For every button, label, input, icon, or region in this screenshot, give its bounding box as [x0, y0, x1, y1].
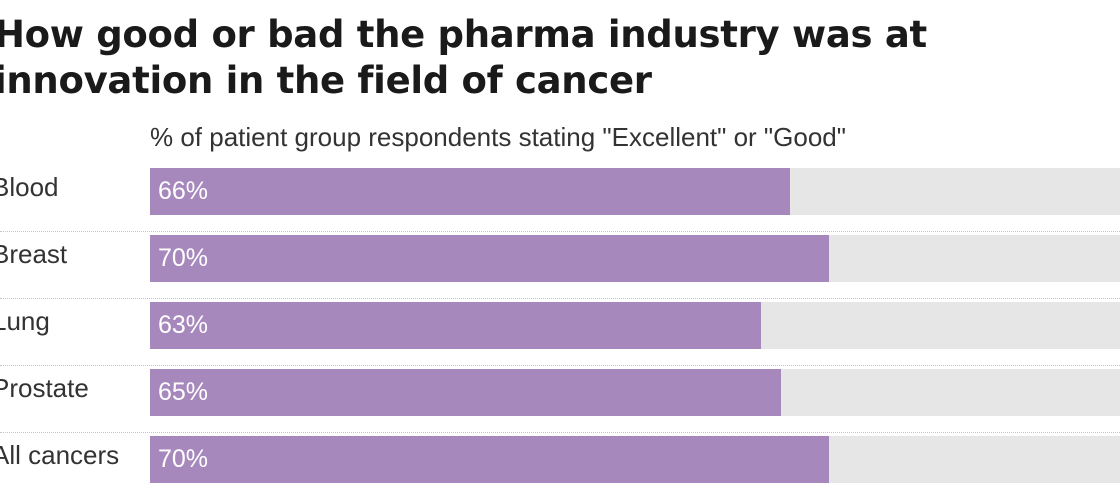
- row-divider: [0, 231, 1120, 232]
- bar-row: Lung 63%: [0, 302, 1120, 369]
- bar-track: 63%: [150, 302, 1120, 349]
- bar: 70%: [150, 235, 829, 282]
- category-label: Breast: [0, 239, 68, 269]
- data-label: 70%: [158, 445, 209, 473]
- category-label: Lung: [0, 306, 50, 336]
- bar: 66%: [150, 168, 790, 215]
- row-divider: [0, 365, 1120, 366]
- bar-track: 65%: [150, 369, 1120, 416]
- bar-row: Prostate 65%: [0, 369, 1120, 436]
- bar-track: 70%: [150, 235, 1120, 282]
- chart-title: How good or bad the pharma industry was …: [0, 13, 927, 102]
- bar-row: Breast 70%: [0, 235, 1120, 302]
- category-label: Blood: [0, 172, 59, 202]
- row-divider: [0, 298, 1120, 299]
- row-divider: [0, 432, 1120, 433]
- data-label: 63%: [158, 311, 209, 339]
- chart-subtitle: % of patient group respondents stating "…: [150, 122, 846, 152]
- data-label: 70%: [158, 244, 209, 272]
- bar-track: 66%: [150, 168, 1120, 215]
- data-label: 65%: [158, 378, 209, 406]
- category-label: All cancers: [0, 440, 120, 470]
- bar-row: All cancers 70%: [0, 436, 1120, 503]
- bar: 65%: [150, 369, 781, 416]
- bar-row: Blood 66%: [0, 168, 1120, 235]
- data-label: 66%: [158, 177, 209, 205]
- category-label: Prostate: [0, 373, 89, 403]
- bar: 63%: [150, 302, 761, 349]
- bar-track: 70%: [150, 436, 1120, 483]
- bar: 70%: [150, 436, 829, 483]
